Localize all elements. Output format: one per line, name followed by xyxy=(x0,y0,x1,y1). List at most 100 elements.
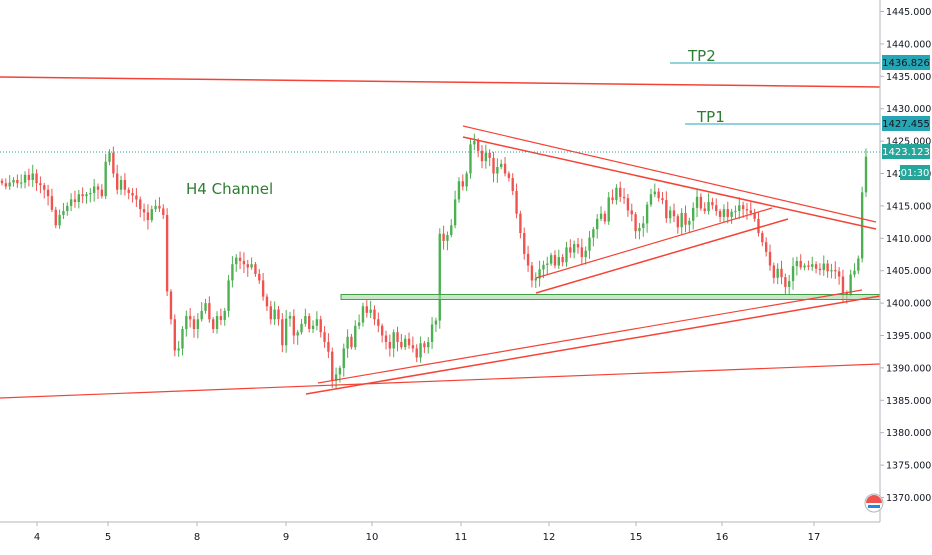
candle[interactable] xyxy=(611,189,614,205)
candle[interactable] xyxy=(258,269,261,284)
candle[interactable] xyxy=(192,315,196,338)
candle[interactable] xyxy=(503,156,507,177)
candle[interactable] xyxy=(791,257,795,290)
candle[interactable] xyxy=(718,208,722,223)
candle[interactable] xyxy=(169,289,173,325)
candle[interactable] xyxy=(81,187,84,204)
channel-lower-line[interactable] xyxy=(0,363,881,399)
candle[interactable] xyxy=(346,329,349,358)
candle[interactable] xyxy=(526,245,530,272)
candle[interactable] xyxy=(35,169,38,191)
candle[interactable] xyxy=(446,231,449,251)
candle[interactable] xyxy=(511,173,514,196)
candle[interactable] xyxy=(649,188,653,207)
candle[interactable] xyxy=(54,206,57,229)
candle[interactable] xyxy=(361,302,365,327)
candle[interactable] xyxy=(653,183,656,198)
candle[interactable] xyxy=(450,219,453,238)
candle[interactable] xyxy=(837,267,841,285)
candle[interactable] xyxy=(277,306,280,326)
candle[interactable] xyxy=(273,301,276,326)
candle[interactable] xyxy=(327,333,330,359)
candle[interactable] xyxy=(288,311,292,327)
candle[interactable] xyxy=(100,184,104,199)
candle[interactable] xyxy=(722,204,726,223)
candle[interactable] xyxy=(50,188,54,213)
candle[interactable] xyxy=(27,168,31,187)
price-axis[interactable]: 1445.000 1440.000 1435.000 1430.000 1425.000… xyxy=(879,0,931,522)
candle[interactable] xyxy=(661,191,664,205)
candle[interactable] xyxy=(561,254,564,267)
candle[interactable] xyxy=(212,317,215,334)
candle[interactable] xyxy=(680,208,683,235)
candle[interactable] xyxy=(108,149,111,166)
candle[interactable] xyxy=(269,300,272,325)
candle[interactable] xyxy=(596,214,599,239)
candle[interactable] xyxy=(261,272,265,301)
candle[interactable] xyxy=(23,171,27,189)
candle[interactable] xyxy=(553,250,557,269)
candle[interactable] xyxy=(576,237,580,254)
candle[interactable] xyxy=(31,164,34,187)
candle[interactable] xyxy=(400,333,403,350)
candle[interactable] xyxy=(112,146,115,178)
candle[interactable] xyxy=(139,196,142,218)
candle[interactable] xyxy=(546,256,549,275)
candle[interactable] xyxy=(357,314,361,330)
candle[interactable] xyxy=(638,223,641,240)
candle[interactable] xyxy=(519,210,522,239)
candle[interactable] xyxy=(373,305,376,326)
candle[interactable] xyxy=(223,307,226,326)
candle[interactable] xyxy=(699,193,703,211)
candle[interactable] xyxy=(500,159,503,170)
candle[interactable] xyxy=(753,208,756,222)
candle[interactable] xyxy=(219,308,223,326)
candle[interactable] xyxy=(630,203,633,222)
candle[interactable] xyxy=(311,320,315,334)
triangle-upper-line-a[interactable] xyxy=(462,125,877,223)
candle[interactable] xyxy=(557,249,560,269)
candle[interactable] xyxy=(0,178,4,186)
calendar-flag-icon[interactable] xyxy=(864,493,884,513)
candle[interactable] xyxy=(738,197,741,220)
candle[interactable] xyxy=(745,202,749,220)
candle[interactable] xyxy=(354,320,357,351)
candle[interactable] xyxy=(768,244,772,271)
candle[interactable] xyxy=(58,209,61,229)
candle[interactable] xyxy=(315,311,319,331)
candle[interactable] xyxy=(4,178,8,190)
candle[interactable] xyxy=(853,263,856,278)
candle[interactable] xyxy=(818,263,822,276)
candle[interactable] xyxy=(380,323,384,343)
candle[interactable] xyxy=(265,293,269,311)
candle[interactable] xyxy=(761,230,764,247)
candle[interactable] xyxy=(692,202,695,230)
candle[interactable] xyxy=(665,191,668,223)
candle[interactable] xyxy=(181,326,184,356)
candle[interactable] xyxy=(826,260,829,278)
candle[interactable] xyxy=(538,260,541,287)
candle[interactable] xyxy=(507,171,511,182)
candle[interactable] xyxy=(215,311,219,334)
candle[interactable] xyxy=(657,188,660,202)
candle[interactable] xyxy=(580,238,584,265)
candle[interactable] xyxy=(588,230,591,259)
candle[interactable] xyxy=(811,256,814,271)
candle[interactable] xyxy=(799,254,802,270)
candle[interactable] xyxy=(592,226,595,247)
candle[interactable] xyxy=(384,330,388,350)
candle[interactable] xyxy=(523,227,526,260)
rising-wedge-upper-line[interactable] xyxy=(535,218,789,294)
candle[interactable] xyxy=(434,317,438,333)
candle[interactable] xyxy=(350,333,353,350)
candle[interactable] xyxy=(834,261,837,279)
candle[interactable] xyxy=(496,158,499,183)
candle[interactable] xyxy=(864,148,868,197)
candle[interactable] xyxy=(734,205,737,220)
channel-upper-line[interactable] xyxy=(0,76,881,88)
candle[interactable] xyxy=(469,139,472,179)
candle[interactable] xyxy=(803,263,806,271)
candle[interactable] xyxy=(757,212,760,237)
candle[interactable] xyxy=(492,151,495,183)
candle[interactable] xyxy=(319,315,322,338)
